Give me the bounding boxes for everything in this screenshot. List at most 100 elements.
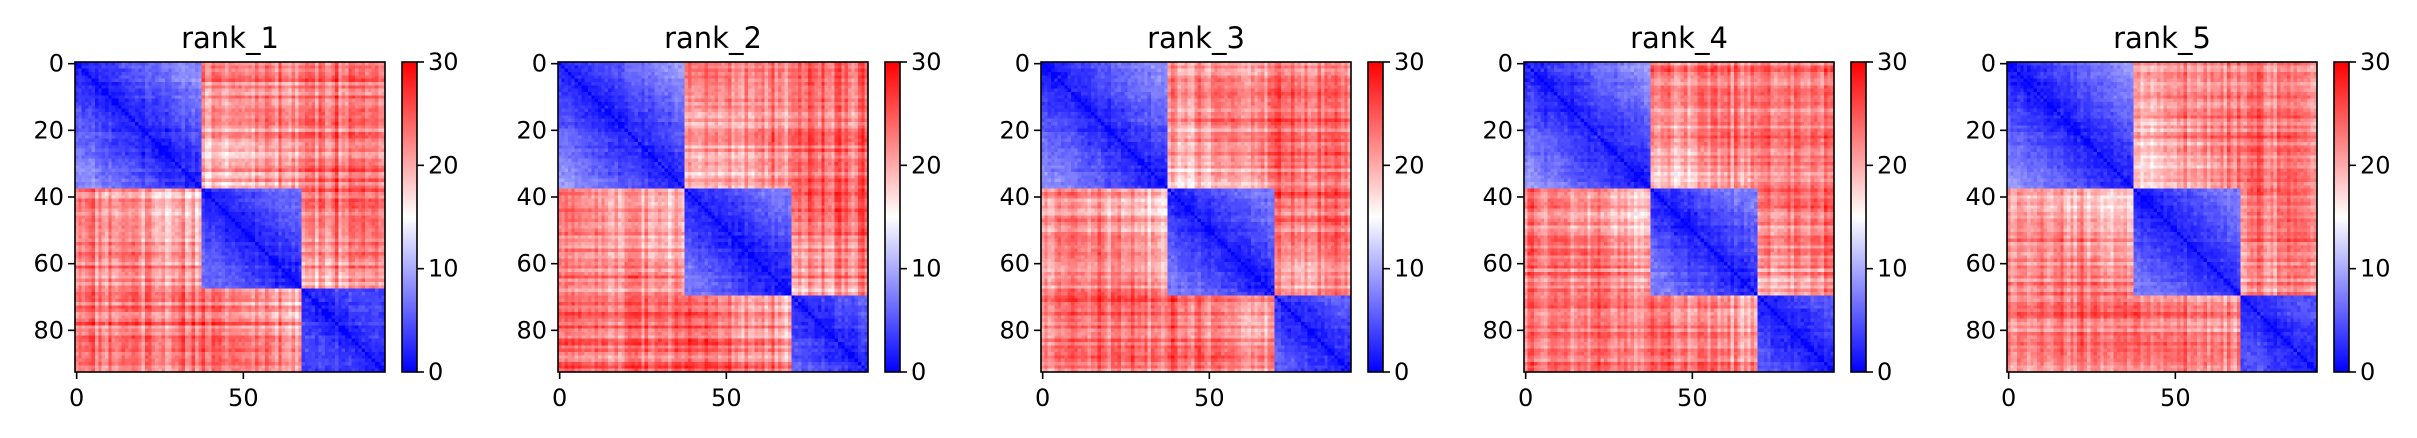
heatmap-cell [328, 82, 333, 86]
heatmap-cell [188, 125, 193, 130]
heatmap-cell [238, 85, 243, 90]
heatmap-cell [271, 68, 276, 73]
heatmap-cell [108, 125, 113, 130]
heatmap-cell [288, 102, 293, 106]
heatmap-cell [275, 108, 279, 113]
heatmap-cell [118, 108, 123, 113]
heatmap-cell [91, 68, 96, 73]
heatmap-cell [351, 92, 356, 96]
heatmap-cell [141, 95, 146, 100]
heatmap-cell [288, 92, 293, 96]
heatmap-cell [225, 82, 229, 86]
heatmap-cell [75, 78, 79, 83]
heatmap-cell [328, 92, 333, 96]
heatmap-cell [325, 118, 329, 123]
heatmap-cell [158, 88, 163, 93]
heatmap-cell [328, 102, 333, 106]
heatmap-cell [245, 118, 249, 123]
heatmap-cell [131, 65, 136, 70]
heatmap-cell [145, 65, 149, 70]
heatmap-cell [371, 88, 376, 93]
heatmap-cell [278, 108, 283, 113]
heatmap-cell [255, 122, 259, 126]
heatmap-cell [131, 92, 136, 96]
heatmap-cell [325, 102, 329, 106]
heatmap-cell [238, 62, 243, 66]
heatmap-cell [148, 108, 153, 113]
heatmap-cell [341, 92, 346, 96]
heatmap-cell [175, 62, 179, 66]
heatmap-cell [341, 118, 346, 123]
heatmap-cell [308, 105, 313, 110]
heatmap-cell [331, 118, 336, 123]
heatmap-cell [208, 65, 213, 70]
heatmap-cell [348, 115, 353, 120]
heatmap-cell [141, 108, 146, 113]
heatmap-cell [295, 78, 299, 83]
heatmap-cell [338, 108, 343, 113]
heatmap-cell [358, 102, 363, 106]
heatmap-cell [238, 102, 243, 106]
heatmap-cell [121, 105, 126, 110]
heatmap-cell [348, 105, 353, 110]
heatmap-cell [308, 65, 313, 70]
heatmap-cell [175, 68, 179, 73]
heatmap-cell [358, 62, 363, 66]
heatmap-cell [275, 88, 279, 93]
heatmap-cell [115, 72, 119, 76]
heatmap-cell [195, 88, 199, 93]
heatmap-cell [285, 85, 289, 90]
heatmap-cell [315, 112, 319, 116]
heatmap-cell [268, 115, 273, 120]
heatmap-cell [135, 75, 139, 80]
heatmap-cell [258, 85, 263, 90]
heatmap-cell [108, 88, 113, 93]
heatmap-cell [311, 108, 316, 113]
heatmap-cell [108, 115, 113, 120]
heatmap-cell [95, 95, 99, 100]
heatmap-cell [348, 92, 353, 96]
heatmap-cell [88, 85, 93, 90]
heatmap-cell [355, 88, 359, 93]
heatmap-cell [121, 108, 126, 113]
heatmap-cell [108, 105, 113, 110]
heatmap-cell [148, 95, 153, 100]
heatmap-cell [141, 72, 146, 76]
heatmap-cell [318, 72, 323, 76]
heatmap-cell [151, 112, 156, 116]
heatmap-cell [305, 88, 309, 93]
heatmap-cell [211, 65, 216, 70]
heatmap-cell [341, 115, 346, 120]
heatmap-cell [75, 88, 79, 93]
heatmap-cell [168, 112, 173, 116]
heatmap-cell [348, 102, 353, 106]
heatmap-cell [305, 78, 309, 83]
heatmap-cell [175, 118, 179, 123]
heatmap-cell [305, 72, 309, 76]
heatmap-cell [81, 68, 86, 73]
heatmap-cell [108, 102, 113, 106]
heatmap-cell [365, 78, 369, 83]
heatmap-cell [118, 95, 123, 100]
heatmap-cell [341, 68, 346, 73]
heatmap-cell [145, 72, 149, 76]
heatmap-cell [135, 122, 139, 126]
heatmap-cell [158, 75, 163, 80]
heatmap-cell [128, 92, 133, 96]
heatmap-cell [105, 65, 109, 70]
heatmap-cell [75, 105, 79, 110]
heatmap-cell [258, 92, 263, 96]
heatmap-cell [371, 112, 376, 116]
heatmap-cell [165, 92, 169, 96]
heatmap-cell [175, 125, 179, 130]
heatmap-cell [305, 82, 309, 86]
heatmap-cell [85, 88, 89, 93]
heatmap-cell [128, 118, 133, 123]
heatmap-cell [151, 105, 156, 110]
heatmap-cell [195, 118, 199, 123]
heatmap-cell [375, 95, 379, 100]
heatmap-cell [108, 85, 113, 90]
heatmap-cell [95, 85, 99, 90]
heatmap-cell [148, 88, 153, 93]
heatmap-cell [278, 115, 283, 120]
